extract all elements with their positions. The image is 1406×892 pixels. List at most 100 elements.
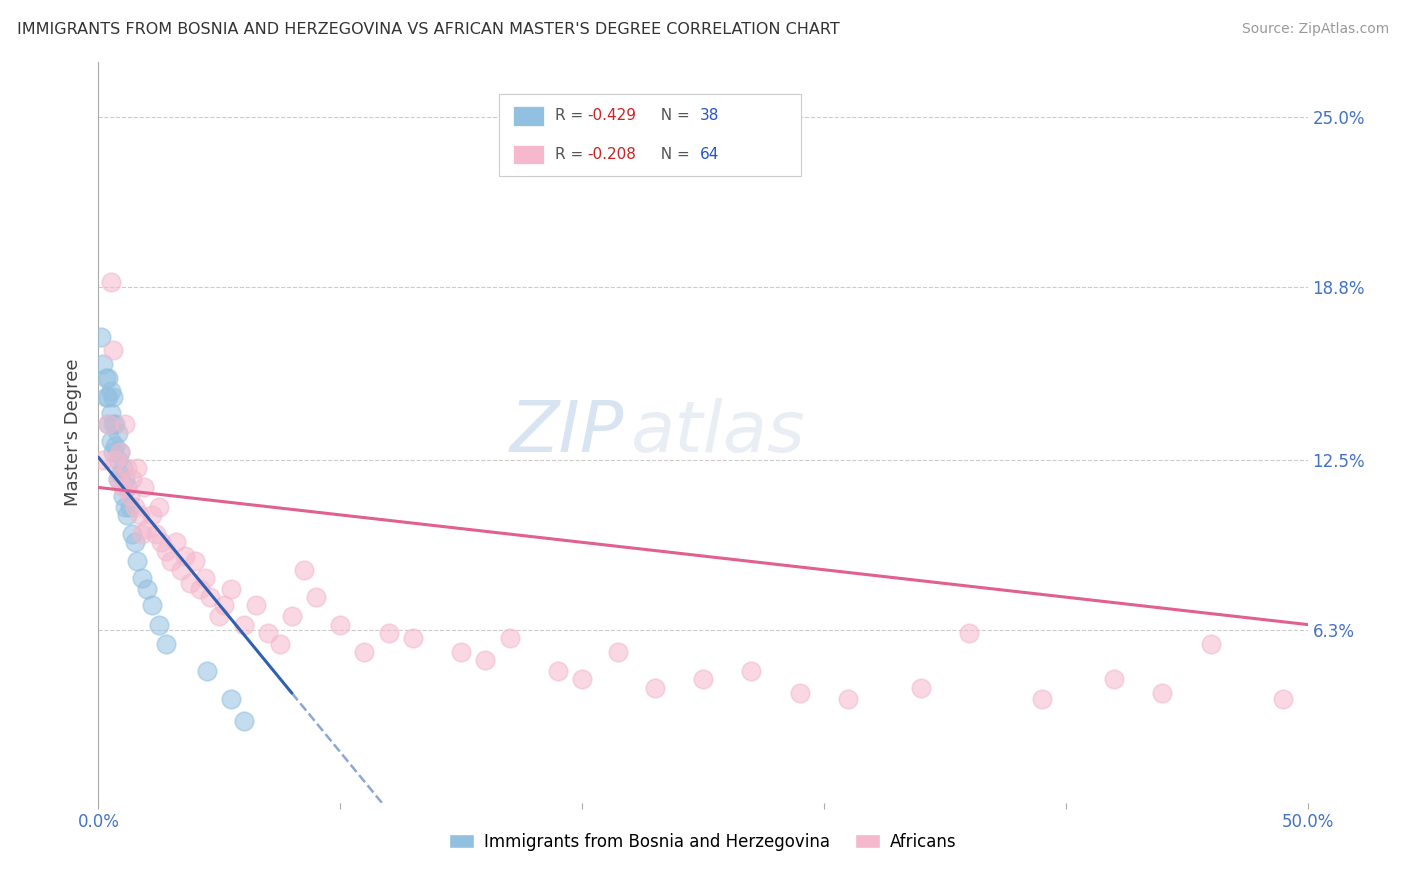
Point bbox=[111, 480, 134, 494]
Point bbox=[114, 500, 136, 514]
Point bbox=[111, 461, 134, 475]
Text: atlas: atlas bbox=[630, 398, 806, 467]
Point bbox=[165, 535, 187, 549]
Point bbox=[108, 445, 131, 459]
Point bbox=[208, 609, 231, 624]
Point bbox=[107, 472, 129, 486]
Point bbox=[114, 472, 136, 486]
Text: R =: R = bbox=[555, 147, 589, 161]
Point bbox=[305, 590, 328, 604]
Point bbox=[571, 673, 593, 687]
Point bbox=[101, 390, 124, 404]
Point bbox=[174, 549, 197, 563]
Point bbox=[131, 527, 153, 541]
Point bbox=[292, 563, 315, 577]
Y-axis label: Master's Degree: Master's Degree bbox=[65, 359, 83, 507]
Point bbox=[607, 645, 630, 659]
Point bbox=[221, 691, 243, 706]
Point bbox=[91, 453, 114, 467]
Point bbox=[269, 637, 291, 651]
Point bbox=[127, 554, 149, 568]
Point bbox=[1102, 673, 1125, 687]
Point bbox=[957, 625, 980, 640]
Point bbox=[108, 467, 131, 481]
Point bbox=[104, 439, 127, 453]
Point bbox=[117, 480, 139, 494]
Point bbox=[232, 617, 254, 632]
Point bbox=[910, 681, 932, 695]
Point bbox=[377, 625, 399, 640]
Text: R =: R = bbox=[555, 109, 589, 123]
Point bbox=[117, 461, 139, 475]
Point bbox=[155, 543, 177, 558]
Point bbox=[160, 554, 183, 568]
Point bbox=[90, 329, 112, 343]
Text: ZIP: ZIP bbox=[510, 398, 624, 467]
Point bbox=[118, 500, 141, 514]
Point bbox=[111, 489, 134, 503]
Point bbox=[94, 371, 117, 385]
Point bbox=[124, 535, 146, 549]
Point bbox=[281, 609, 304, 624]
Point bbox=[353, 645, 375, 659]
Point bbox=[1199, 637, 1222, 651]
Point bbox=[644, 681, 666, 695]
Text: IMMIGRANTS FROM BOSNIA AND HERZEGOVINA VS AFRICAN MASTER'S DEGREE CORRELATION CH: IMMIGRANTS FROM BOSNIA AND HERZEGOVINA V… bbox=[17, 22, 839, 37]
Point bbox=[212, 599, 235, 613]
Point bbox=[114, 417, 136, 432]
Point bbox=[329, 617, 352, 632]
Point bbox=[245, 599, 267, 613]
Point bbox=[100, 406, 122, 420]
Point bbox=[547, 664, 569, 678]
Point bbox=[104, 453, 127, 467]
Point bbox=[97, 390, 120, 404]
Point bbox=[97, 417, 120, 432]
Point bbox=[100, 275, 122, 289]
Point bbox=[837, 691, 859, 706]
Point bbox=[1152, 686, 1174, 700]
Point bbox=[155, 637, 177, 651]
Point bbox=[108, 445, 131, 459]
Text: 38: 38 bbox=[700, 109, 720, 123]
Point bbox=[474, 653, 496, 667]
Point bbox=[1031, 691, 1053, 706]
Point bbox=[134, 480, 156, 494]
Point bbox=[141, 508, 163, 522]
Text: -0.208: -0.208 bbox=[588, 147, 637, 161]
Point bbox=[97, 417, 120, 432]
Point bbox=[232, 714, 254, 728]
Point bbox=[498, 632, 520, 646]
Point bbox=[91, 357, 114, 371]
Point bbox=[145, 527, 167, 541]
Point bbox=[198, 590, 221, 604]
Point bbox=[107, 425, 129, 440]
Point bbox=[150, 535, 173, 549]
Text: N =: N = bbox=[651, 147, 695, 161]
Point bbox=[101, 343, 124, 358]
Point bbox=[128, 508, 150, 522]
Point bbox=[131, 571, 153, 585]
Point bbox=[121, 472, 143, 486]
Text: -0.429: -0.429 bbox=[588, 109, 637, 123]
Point bbox=[740, 664, 762, 678]
Point bbox=[256, 625, 278, 640]
Point bbox=[692, 673, 714, 687]
Text: Source: ZipAtlas.com: Source: ZipAtlas.com bbox=[1241, 22, 1389, 37]
Point bbox=[127, 461, 149, 475]
Point bbox=[194, 571, 217, 585]
Point bbox=[135, 582, 157, 596]
Point bbox=[107, 472, 129, 486]
Point bbox=[179, 576, 201, 591]
Legend: Immigrants from Bosnia and Herzegovina, Africans: Immigrants from Bosnia and Herzegovina, … bbox=[443, 826, 963, 857]
Point bbox=[101, 417, 124, 432]
Point bbox=[402, 632, 425, 646]
Point bbox=[789, 686, 811, 700]
Point bbox=[148, 500, 170, 514]
Point bbox=[148, 617, 170, 632]
Point bbox=[169, 563, 191, 577]
Point bbox=[117, 508, 139, 522]
Point bbox=[97, 371, 120, 385]
Point bbox=[107, 453, 129, 467]
Point bbox=[101, 445, 124, 459]
Text: N =: N = bbox=[651, 109, 695, 123]
